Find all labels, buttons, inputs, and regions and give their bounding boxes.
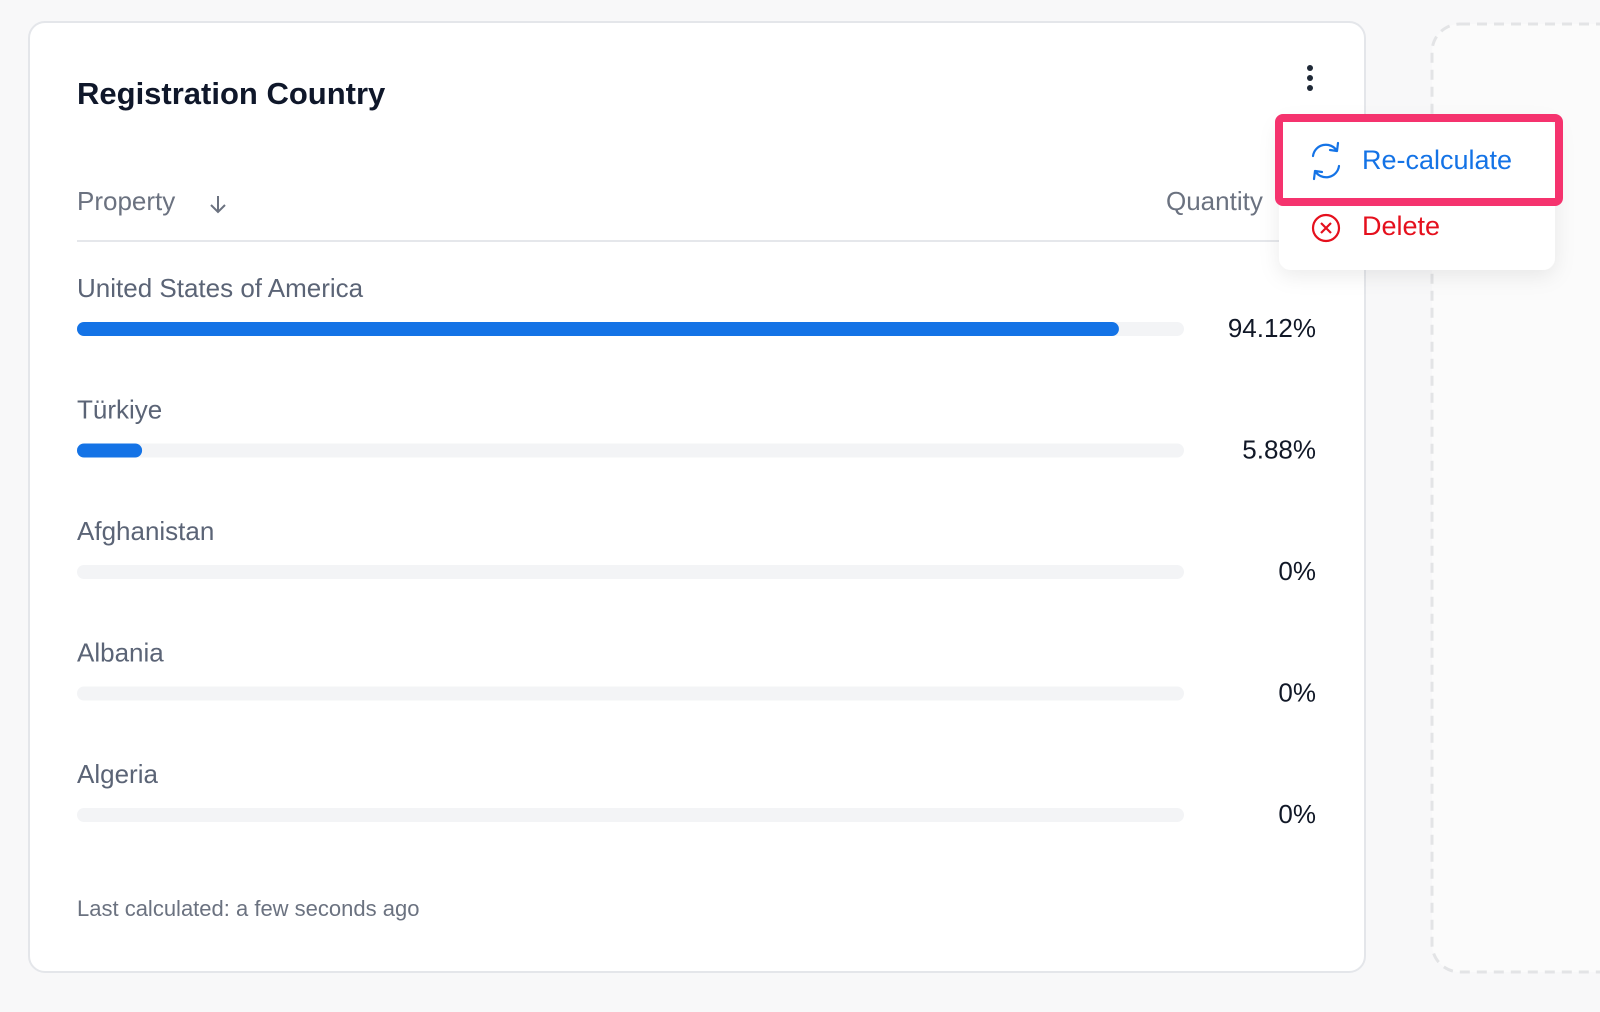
- recalculate-label[interactable]: Re-calculate: [1362, 145, 1512, 175]
- bar: [77, 322, 1119, 336]
- row-value: 5.88%: [1242, 434, 1316, 464]
- delete-item[interactable]: Delete: [1311, 211, 1440, 243]
- bar-track: [77, 808, 1184, 822]
- bar-track: [77, 565, 1184, 579]
- bar-track: [77, 686, 1184, 701]
- dropdown-menu: [1279, 118, 1555, 270]
- highlight-box: [1275, 114, 1563, 206]
- row-value: 94.12%: [1228, 313, 1316, 343]
- row-label: Albania: [77, 637, 164, 667]
- last-calculated: Last calculated: a few seconds ago: [77, 896, 419, 921]
- recalculate-item[interactable]: Re-calculate: [1311, 141, 1512, 181]
- bar-track: [77, 443, 1184, 458]
- card-title: Registration Country: [77, 76, 386, 111]
- delete-label[interactable]: Delete: [1362, 211, 1440, 241]
- row-label: United States of America: [77, 273, 364, 303]
- bar: [77, 443, 143, 458]
- row-value: 0%: [1278, 799, 1316, 829]
- row-label: Algeria: [77, 759, 158, 789]
- kebab-menu-button[interactable]: [1307, 65, 1313, 91]
- row-value: 0%: [1278, 556, 1316, 586]
- property-header[interactable]: Property: [77, 186, 175, 216]
- row-label: Afghanistan: [77, 516, 214, 546]
- card: [28, 21, 1366, 973]
- sort-arrow[interactable]: [210, 196, 226, 214]
- quantity-header: Quantity: [1166, 186, 1263, 216]
- row-value: 0%: [1278, 677, 1316, 707]
- row-label: Türkiye: [77, 394, 162, 424]
